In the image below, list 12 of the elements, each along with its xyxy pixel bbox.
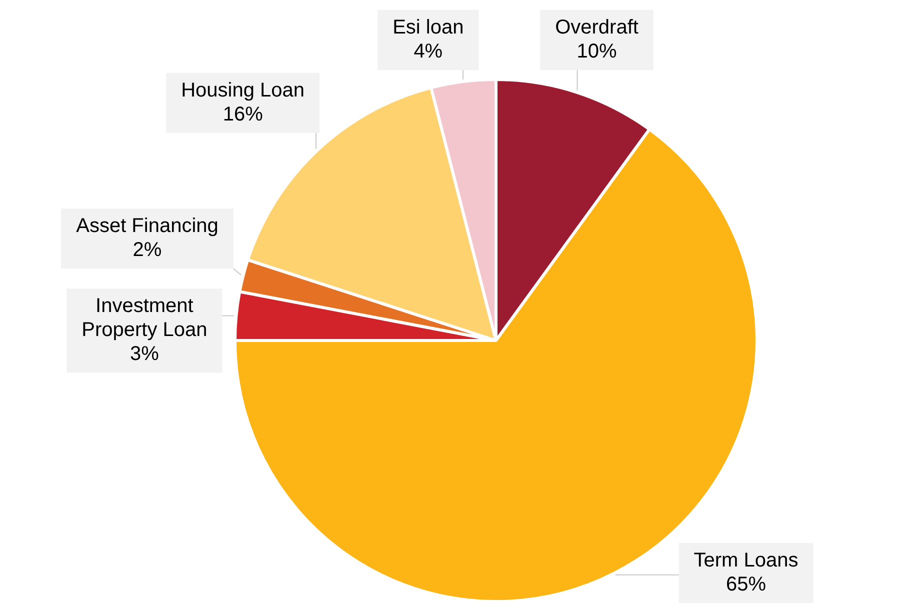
data-label: 10% bbox=[576, 40, 617, 63]
slice-label: Asset Financing bbox=[76, 215, 218, 238]
slice-label: Term Loans bbox=[694, 550, 798, 572]
data-label: 16% bbox=[222, 103, 264, 126]
data-label: 2% bbox=[132, 239, 162, 262]
data-label: 3% bbox=[130, 343, 160, 366]
data-label: 4% bbox=[414, 40, 443, 63]
slice-label: Investment Property Loan bbox=[82, 295, 208, 342]
data-label: 65% bbox=[726, 574, 766, 596]
slice-label: Overdraft bbox=[555, 16, 639, 39]
slice-label: Housing Loan bbox=[181, 79, 305, 102]
slice-label: Esi loan bbox=[392, 16, 464, 39]
